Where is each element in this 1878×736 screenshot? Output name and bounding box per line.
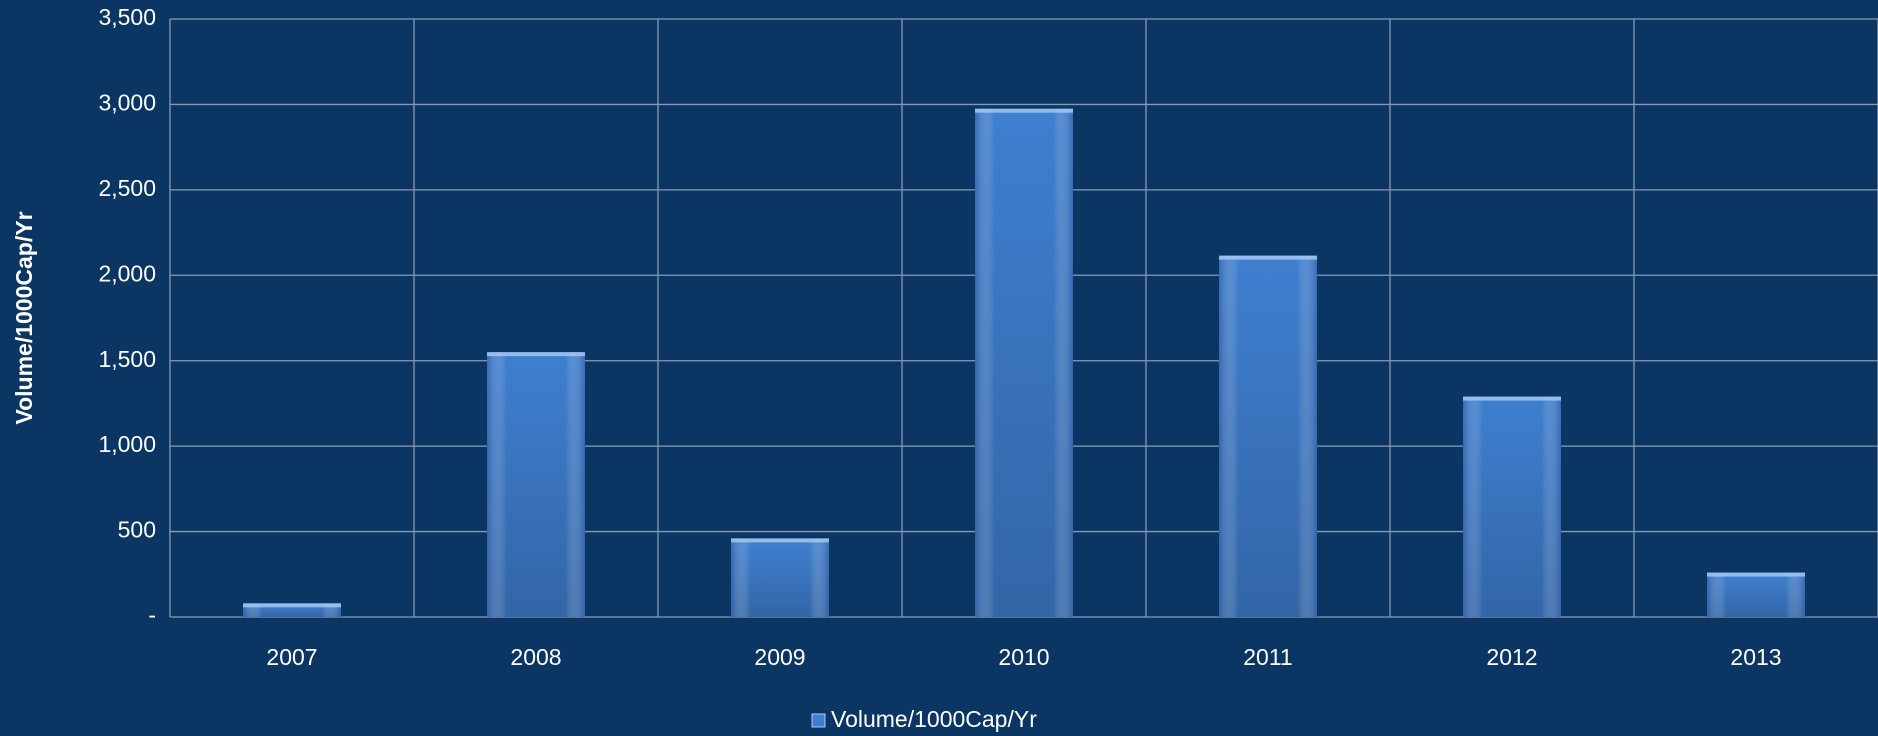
bar-group [1463, 396, 1561, 617]
y-tick-label: 1,500 [98, 346, 156, 372]
y-tick-label: 500 [118, 517, 156, 543]
bar-edge [731, 538, 829, 617]
y-tick-label: 2,500 [98, 175, 156, 201]
x-tick-label: 2010 [998, 644, 1049, 670]
x-tick-label: 2011 [1243, 644, 1292, 670]
bar-cap [975, 108, 1073, 113]
bar-group [487, 352, 585, 617]
x-tick-label: 2008 [510, 644, 561, 670]
x-tick-label: 2009 [754, 644, 805, 670]
y-tick-label: - [148, 602, 156, 628]
bar-edge [1219, 255, 1317, 617]
y-tick-label: 3,000 [98, 90, 156, 116]
bar-group [1219, 255, 1317, 617]
legend-swatch [811, 713, 826, 728]
bar-group [1707, 572, 1805, 617]
x-tick-label: 2013 [1730, 644, 1781, 670]
y-tick-label: 3,500 [98, 4, 156, 30]
bar-group [731, 538, 829, 617]
bar-edge [487, 352, 585, 617]
bar-edge [1463, 396, 1561, 617]
legend-label: Volume/1000Cap/Yr [831, 706, 1037, 732]
bar-group [243, 603, 341, 617]
y-tick-label: 2,000 [98, 260, 156, 286]
y-axis-label: Volume/1000Cap/Yr [11, 211, 37, 424]
y-tick-label: 1,000 [98, 431, 156, 457]
bar-cap [243, 603, 341, 608]
bar-cap [1219, 255, 1317, 260]
bar-cap [1707, 572, 1805, 577]
bar-group [975, 108, 1073, 617]
bar-cap [487, 352, 585, 357]
bar-cap [731, 538, 829, 543]
x-tick-label: 2012 [1486, 644, 1537, 670]
bar-edge [1707, 572, 1805, 617]
x-tick-label: 2007 [266, 644, 317, 670]
bar-edge [975, 108, 1073, 617]
bar-cap [1463, 396, 1561, 401]
